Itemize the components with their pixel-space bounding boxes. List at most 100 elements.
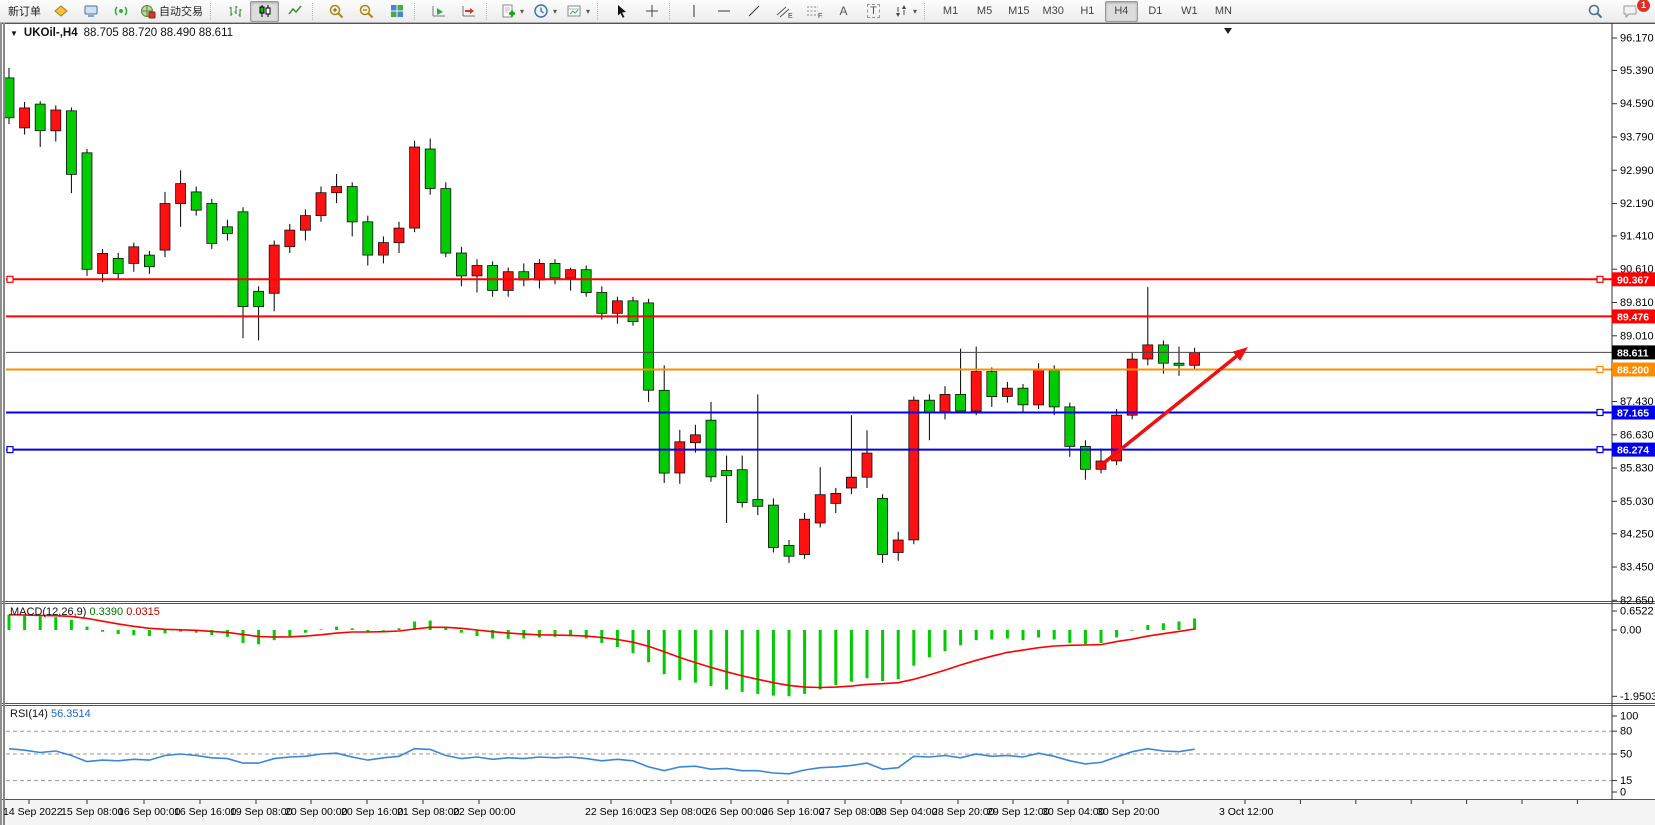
svg-text:83.450: 83.450 [1620,562,1654,574]
svg-text:27 Sep 08:00: 27 Sep 08:00 [819,806,882,818]
auto-trading-label: 自动交易 [159,6,203,18]
svg-text:20 Sep 00:00: 20 Sep 00:00 [285,806,348,818]
toolbar: 新订单 自动交易 [0,0,1655,23]
timeframe-w1-button[interactable]: W1 [1181,5,1198,17]
svg-text:3 Oct 12:00: 3 Oct 12:00 [1219,806,1273,818]
chart-shift-button[interactable] [454,1,483,22]
timeframe-m15-button[interactable]: M15 [1008,5,1030,17]
search-button[interactable] [1581,1,1610,22]
arrows-shapes-icon [896,5,907,17]
cursor-button[interactable] [607,1,636,22]
svg-text:93.790: 93.790 [1620,131,1654,143]
trend-arrow[interactable] [1098,347,1248,468]
zoom-in-button[interactable] [322,1,351,22]
svg-text:100: 100 [1620,711,1638,723]
svg-text:87.430: 87.430 [1620,396,1654,408]
svg-text:14 Sep 2022: 14 Sep 2022 [3,806,63,818]
tile-windows-button[interactable] [382,1,411,22]
signals-button[interactable] [106,1,135,22]
svg-text:20 Sep 16:00: 20 Sep 16:00 [341,806,404,818]
svg-text:89.010: 89.010 [1620,330,1654,342]
templates-button[interactable]: ▾ [562,1,594,22]
gold-diamond-icon [53,5,68,17]
auto-trading-button[interactable]: 自动交易 [136,1,207,22]
search-icon [1588,4,1603,18]
svg-text:88.611: 88.611 [1617,347,1649,359]
collapse-triangle-icon[interactable]: ▼ [10,28,18,38]
svg-text:30 Sep 04:00: 30 Sep 04:00 [1042,806,1105,818]
svg-text:94.590: 94.590 [1620,98,1654,110]
chart-canvas[interactable]: 96.170 95.390 94.590 93.790 92.990 92.190 91.4… [2,23,1655,825]
horizontal-line-tool-button[interactable] [709,1,738,22]
ohlc-values: 88.705 88.720 88.490 88.611 [83,27,234,39]
timeframe-h1-button[interactable]: H1 [1080,5,1095,17]
template-icon [567,5,581,17]
timeframe-d1-button[interactable]: D1 [1148,5,1163,17]
text-tool-button[interactable]: A [829,1,858,22]
svg-text:91.410: 91.410 [1620,230,1654,242]
vertical-line-tool-button[interactable] [679,1,708,22]
notification-badge: 1 [1636,0,1651,13]
svg-text:95.390: 95.390 [1620,65,1654,77]
vertical-line-icon [693,5,695,17]
notifications-button[interactable]: 1 [1616,0,1651,22]
timeframe-m1-button[interactable]: M1 [942,5,959,17]
periods-button[interactable]: ▾ [529,1,561,22]
zoom-out-button[interactable] [352,1,381,22]
crosshair-button[interactable] [637,1,666,22]
new-order-button[interactable]: 新订单 [4,1,45,22]
rsi-name: RSI(14) [10,708,48,720]
svg-text:0.6522: 0.6522 [1620,606,1654,618]
macd-label: MACD(12,26,9) 0.3390 0.0315 [10,606,160,618]
timeframe-h4-button[interactable]: H4 [1104,0,1138,22]
svg-text:22 Sep 00:00: 22 Sep 00:00 [453,806,516,818]
toolbar-separator [210,2,215,20]
macd-main-value: 0.3390 [89,606,124,618]
candlestick-mode-button[interactable] [250,0,279,22]
chart-window[interactable]: 96.170 95.390 94.590 93.790 92.990 92.190 91.4… [0,23,1655,825]
text-tool-icon: A [839,4,848,18]
svg-text:28 Sep 04:00: 28 Sep 04:00 [875,806,938,818]
terminal-button[interactable] [76,1,105,22]
line-chart-icon [287,5,302,15]
svg-text:84.250: 84.250 [1620,528,1654,540]
quick-trade-button[interactable] [46,1,75,22]
chart-shift-icon [462,6,475,17]
timeframe-m5-button[interactable]: M5 [976,5,993,17]
svg-text:89.476: 89.476 [1617,311,1649,323]
svg-text:-1.9503: -1.9503 [1620,691,1655,703]
chart-shift-marker [1224,28,1232,34]
svg-text:89.810: 89.810 [1620,297,1654,309]
rsi-value: 56.3514 [50,708,91,720]
fibonacci-tool-button[interactable]: F [799,1,828,22]
rsi-line [8,747,1195,775]
indicators-button[interactable]: ▾ [496,1,528,22]
label-tool-button[interactable]: T [859,1,888,22]
horizontal-line-icon [717,10,730,12]
svg-text:15: 15 [1620,775,1632,787]
svg-text:85.030: 85.030 [1620,496,1654,508]
svg-text:30 Sep 20:00: 30 Sep 20:00 [1097,806,1160,818]
chart-title-overlay[interactable]: ▼ UKOil-,H4 88.705 88.720 88.490 88.611 [10,27,233,39]
svg-text:E: E [788,13,793,19]
candlestick-icon [259,5,270,17]
svg-text:22 Sep 16:00: 22 Sep 16:00 [585,806,648,818]
bar-chart-mode-button[interactable] [220,1,249,22]
symbol-period-label: UKOil-,H4 [23,27,78,39]
shapes-tool-button[interactable]: ▾ [889,1,921,22]
auto-scroll-button[interactable] [424,1,453,22]
trendline-icon [748,5,759,17]
clock-icon [534,4,548,18]
channel-tool-button[interactable]: E [769,1,798,22]
svg-text:16 Sep 16:00: 16 Sep 16:00 [174,806,237,818]
svg-text:F: F [818,13,822,19]
dropdown-caret-icon: ▾ [913,6,918,16]
zoom-out-icon [359,4,374,18]
crosshair-icon [645,5,658,17]
line-chart-mode-button[interactable] [280,1,309,22]
svg-text:80: 80 [1620,726,1632,738]
trendline-tool-button[interactable] [739,1,768,22]
timeframe-mn-button[interactable]: MN [1214,5,1232,17]
timeframe-m30-button[interactable]: M30 [1042,5,1064,17]
